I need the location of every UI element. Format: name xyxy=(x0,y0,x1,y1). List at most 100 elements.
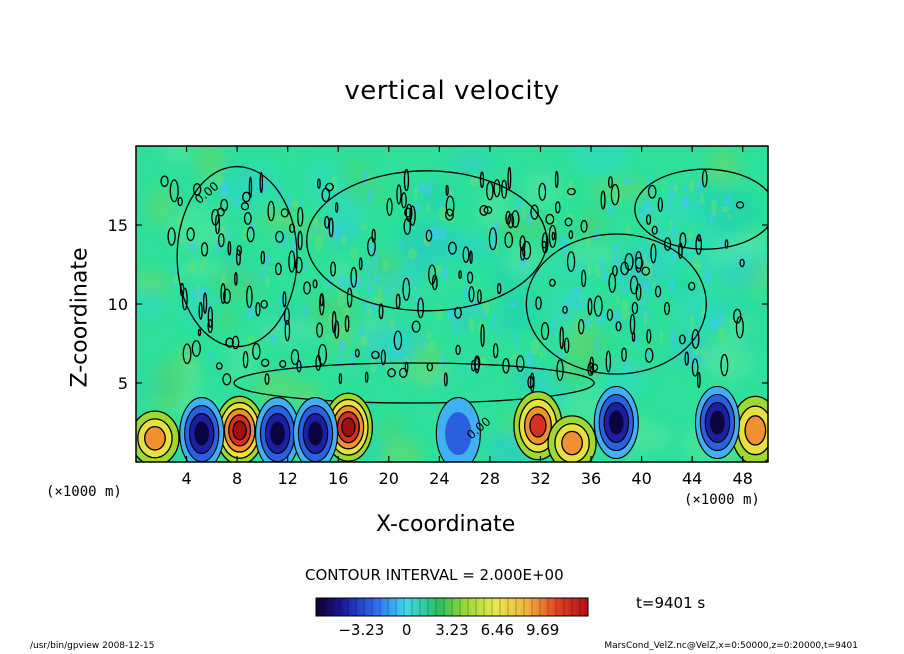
contour-line xyxy=(549,278,556,287)
contour-line xyxy=(466,271,474,284)
contour-line xyxy=(240,202,250,211)
x-tick-label: 16 xyxy=(328,469,348,488)
contour-line xyxy=(403,168,410,192)
turbulence-cell xyxy=(627,312,631,320)
field-patch xyxy=(380,414,403,442)
turbulence-cell xyxy=(623,176,632,186)
turbulence-cell xyxy=(508,299,518,309)
contour-line xyxy=(455,344,461,356)
turbulence-cell xyxy=(365,271,371,280)
contour-line xyxy=(629,313,636,335)
turbulence-cell xyxy=(505,319,509,327)
turbulence-cell xyxy=(269,334,277,345)
turbulence-cell xyxy=(262,179,267,193)
contour-line xyxy=(260,299,268,309)
field-patch xyxy=(702,337,756,383)
turbulence-cell xyxy=(560,233,565,244)
contour-line xyxy=(387,368,396,378)
contour-line xyxy=(202,292,208,315)
turbulence-cell xyxy=(643,311,648,327)
turbulence-cell xyxy=(694,200,701,207)
turbulence-cell xyxy=(720,239,725,253)
turbulence-cell xyxy=(584,233,591,248)
downdraft-cell xyxy=(710,410,725,435)
turbulence-cell xyxy=(639,205,646,221)
contour-line xyxy=(393,330,403,351)
field-patch xyxy=(148,186,173,227)
contour-line xyxy=(409,205,416,226)
contour-line xyxy=(735,316,744,339)
turbulence-cell xyxy=(672,184,678,192)
contour-line xyxy=(167,227,176,246)
contour-line xyxy=(608,176,613,189)
turbulence-cell xyxy=(264,275,271,287)
contour-line xyxy=(559,326,564,350)
turbulence-cell xyxy=(613,187,623,205)
turbulence-cell xyxy=(512,330,518,348)
turbulence-cell xyxy=(715,193,720,203)
contour-line xyxy=(647,184,657,199)
turbulence-cell xyxy=(330,176,338,192)
field-patch xyxy=(376,436,423,462)
contour-line xyxy=(515,355,525,372)
contour-line xyxy=(493,179,501,198)
contour-line xyxy=(350,266,358,288)
y-tick-label: 15 xyxy=(108,216,128,235)
turbulence-cell xyxy=(328,312,335,330)
contour-line xyxy=(488,227,498,251)
contour-line xyxy=(545,213,555,225)
turbulence-cell xyxy=(717,326,724,343)
contour-interval-label: CONTOUR INTERVAL = 2.000E+00 xyxy=(305,566,564,584)
turbulence-cell xyxy=(312,215,319,231)
downdraft-cell xyxy=(270,421,285,446)
turbulence-cell xyxy=(489,321,499,330)
contour-line xyxy=(398,367,408,378)
turbulence-cell xyxy=(372,248,377,261)
contour-line xyxy=(445,208,455,221)
contour-line xyxy=(215,362,223,370)
contour-line xyxy=(511,210,520,228)
x-tick-label: 4 xyxy=(181,469,191,488)
turbulence-cell xyxy=(233,196,240,210)
turbulence-cell xyxy=(724,194,733,207)
turbulence-cell xyxy=(362,263,369,270)
turbulence-cell xyxy=(449,188,453,197)
contour-line xyxy=(530,204,539,220)
contour-line xyxy=(624,252,634,271)
contour-line xyxy=(566,251,576,273)
contour-line xyxy=(519,235,526,252)
contour-line xyxy=(548,224,557,248)
contour-line xyxy=(214,214,221,235)
contour-line xyxy=(160,175,169,187)
contour-line xyxy=(334,202,339,213)
updraft-cell xyxy=(529,413,547,438)
contour-line xyxy=(395,293,401,309)
turbulence-cell xyxy=(669,225,677,238)
turbulence-cell xyxy=(525,350,534,367)
turbulence-cell xyxy=(336,355,341,368)
turbulence-cell xyxy=(277,181,283,194)
contour-line xyxy=(645,214,652,225)
turbulence-cell xyxy=(377,291,383,306)
contour-line xyxy=(593,295,603,317)
contour-line xyxy=(225,337,234,348)
turbulence-cell xyxy=(625,224,631,239)
contour-line xyxy=(635,283,642,301)
turbulence-cell xyxy=(510,353,517,360)
turbulence-cell xyxy=(187,243,197,252)
turbulence-cell xyxy=(577,298,585,310)
contour-line xyxy=(535,296,542,310)
contour-line xyxy=(242,191,251,203)
contour-line xyxy=(346,287,353,308)
turbulence-cell xyxy=(558,350,563,359)
turbulence-cell xyxy=(671,326,675,344)
contour-line xyxy=(473,355,481,371)
contour-line xyxy=(476,289,482,304)
turbulence-cell xyxy=(367,194,372,205)
contour-line xyxy=(386,197,393,216)
turbulence-cell xyxy=(287,193,293,210)
contour-line xyxy=(554,201,561,214)
contour-line xyxy=(290,349,300,366)
field-patch xyxy=(705,148,741,189)
field-patch xyxy=(344,182,389,202)
